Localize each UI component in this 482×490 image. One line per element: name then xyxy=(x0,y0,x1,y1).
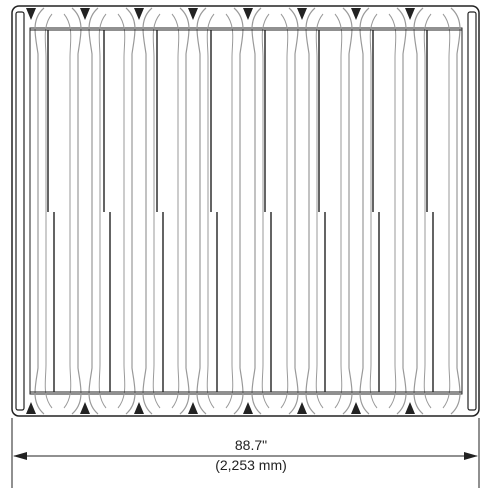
left-end-cap xyxy=(15,11,25,411)
notch-bottom-7 xyxy=(351,402,361,414)
rib-outline-4 xyxy=(196,7,244,415)
container-body xyxy=(11,5,480,417)
notch-bottom-8 xyxy=(405,402,415,414)
rib-outline-8 xyxy=(413,7,461,415)
dimension-label-mm: (2,253 mm) xyxy=(215,457,287,473)
dimension-label-inches: 88.7" xyxy=(234,437,268,453)
arrowhead-right xyxy=(464,452,478,460)
rib-inner-2 xyxy=(98,13,126,409)
dimension-line xyxy=(11,418,480,488)
notch-top-7 xyxy=(351,8,361,20)
notch-top-5 xyxy=(243,8,253,20)
rib-inner-3 xyxy=(152,13,180,409)
notch-bottom-2 xyxy=(80,402,90,414)
notch-top-1 xyxy=(26,8,36,20)
outer-frame xyxy=(11,5,480,417)
rib-outline-6 xyxy=(305,7,353,415)
notch-top-8 xyxy=(405,8,415,20)
inner-panel xyxy=(29,27,463,395)
rib-outline-2 xyxy=(88,7,136,415)
rib-inner-4 xyxy=(206,13,234,409)
notch-top-2 xyxy=(80,8,90,20)
rib-inner-5 xyxy=(261,13,289,409)
notch-top-6 xyxy=(297,8,307,20)
rib-inner-1 xyxy=(44,13,72,409)
notch-bottom-4 xyxy=(188,402,198,414)
notch-top-4 xyxy=(188,8,198,20)
notch-bottom-1 xyxy=(26,402,36,414)
notch-bottom-5 xyxy=(243,402,253,414)
rib-outline-7 xyxy=(359,7,407,415)
notch-bottom-6 xyxy=(297,402,307,414)
rib-inner-8 xyxy=(423,13,451,409)
notch-top-3 xyxy=(134,8,144,20)
corrugation-ribs xyxy=(26,7,462,415)
rib-outline-1 xyxy=(34,7,82,415)
rib-outline-5 xyxy=(251,7,299,415)
notch-bottom-3 xyxy=(134,402,144,414)
right-end-cap xyxy=(467,11,477,411)
rib-inner-6 xyxy=(315,13,343,409)
arrowhead-left xyxy=(13,452,27,460)
rib-outline-3 xyxy=(142,7,190,415)
rib-inner-7 xyxy=(369,13,397,409)
